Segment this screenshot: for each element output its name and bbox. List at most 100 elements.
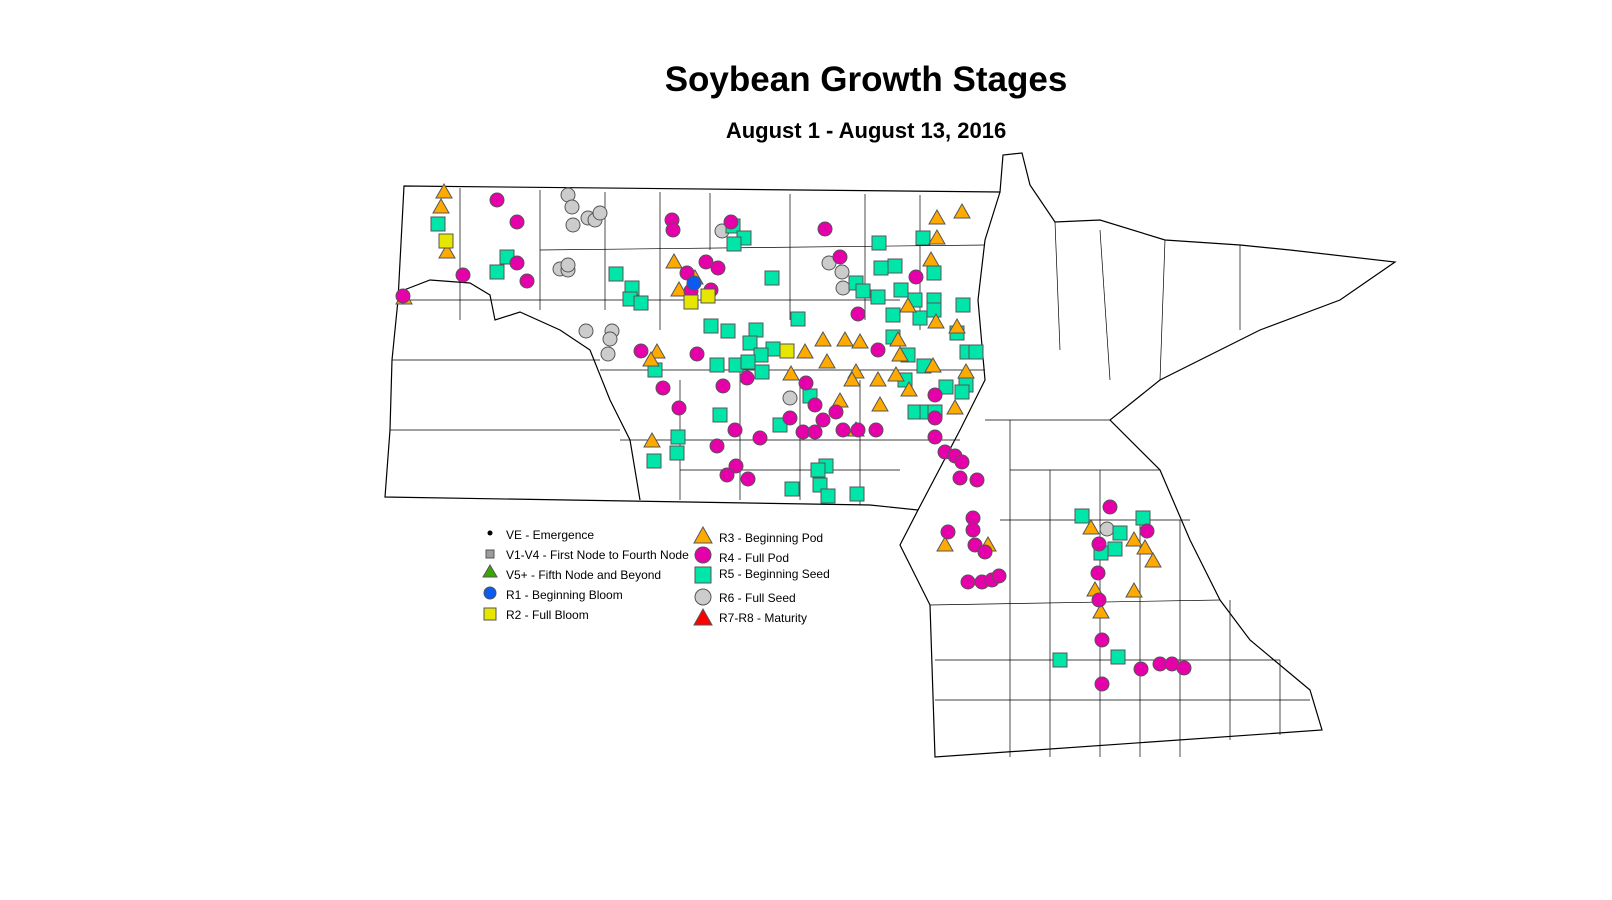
site-marker-r4 <box>1091 592 1107 608</box>
site-marker-r5 <box>955 297 971 313</box>
site-marker-r6 <box>560 257 576 273</box>
site-marker-r5 <box>430 216 446 232</box>
site-marker-r5 <box>712 407 728 423</box>
site-marker-r5 <box>820 488 836 504</box>
site-marker-r5 <box>1074 508 1090 524</box>
site-marker-r4 <box>870 342 886 358</box>
site-marker-r3 <box>922 250 940 267</box>
county-line <box>1099 229 1111 381</box>
legend-symbol-v5+ <box>482 564 498 578</box>
site-marker-r6 <box>782 390 798 406</box>
site-marker-r4 <box>1094 676 1110 692</box>
site-marker-r2 <box>438 233 454 249</box>
state-boundaries <box>384 152 1397 758</box>
site-marker-r5 <box>709 357 725 373</box>
site-marker-r5 <box>870 289 886 305</box>
site-marker-r4 <box>395 288 411 304</box>
county-line <box>1159 239 1166 381</box>
site-marker-r3 <box>889 330 907 347</box>
site-marker-r3 <box>891 345 909 362</box>
state-border <box>917 191 1001 511</box>
site-marker-r4 <box>698 254 714 270</box>
site-marker-r3 <box>1125 530 1143 547</box>
legend-symbol-r3 <box>693 525 713 544</box>
site-marker-r5 <box>871 235 887 251</box>
site-marker-r3 <box>432 197 450 214</box>
site-marker-r5 <box>912 310 928 326</box>
site-marker-r5 <box>855 283 871 299</box>
site-marker-r4 <box>927 429 943 445</box>
site-marker-r5 <box>873 260 889 276</box>
legend-item-r1: R1 - Beginning Bloom <box>506 588 623 602</box>
site-marker-r3 <box>946 398 964 415</box>
legend-item-ve: VE - Emergence <box>506 528 595 542</box>
site-marker-r4 <box>850 422 866 438</box>
legend-symbol-r7-r8 <box>693 607 713 626</box>
legend-symbol-r5 <box>694 566 712 584</box>
site-marker-r5 <box>784 481 800 497</box>
site-marker-r4 <box>689 346 705 362</box>
site-marker-r4 <box>455 267 471 283</box>
site-marker-r3 <box>435 182 453 199</box>
legend-item-r4: R4 - Full Pod <box>719 551 790 565</box>
county-line <box>539 244 986 251</box>
site-marker-r5 <box>489 264 505 280</box>
site-marker-r4 <box>1094 632 1110 648</box>
map-subtitle: August 1 - August 13, 2016 <box>725 118 1007 143</box>
site-marker-r6 <box>578 323 594 339</box>
site-marker-r5 <box>915 230 931 246</box>
legend-item-r3: R3 - Beginning Pod <box>719 531 824 545</box>
site-marker-r3 <box>1125 581 1143 598</box>
site-marker-r3 <box>900 380 918 397</box>
site-marker-r3 <box>928 228 946 245</box>
site-marker-r1 <box>686 275 702 291</box>
legend-symbol-r4 <box>694 546 712 564</box>
site-marker-r5 <box>893 282 909 298</box>
legend-symbol-r2 <box>483 607 497 621</box>
site-marker-r4 <box>817 221 833 237</box>
site-marker-r2 <box>779 343 795 359</box>
site-marker-r5 <box>968 344 984 360</box>
site-marker-r4 <box>1090 565 1106 581</box>
legend-symbol-ve <box>487 530 493 536</box>
site-marker-r3 <box>438 242 456 259</box>
legend-symbol-r1 <box>483 586 497 600</box>
site-marker-r4 <box>815 412 831 428</box>
site-marker-r4 <box>832 249 848 265</box>
site-marker-r4 <box>908 269 924 285</box>
site-marker-r3 <box>927 312 945 329</box>
legend-item-v1-v4: V1-V4 - First Node to Fourth Node <box>506 548 689 562</box>
river <box>403 279 641 501</box>
site-marker-r5 <box>720 323 736 339</box>
site-marker-r6 <box>835 280 851 296</box>
site-marker-r4 <box>509 255 525 271</box>
site-marker-r4 <box>828 404 844 420</box>
site-marker-r6 <box>600 346 616 362</box>
site-marker-r3 <box>869 370 887 387</box>
site-marker-r6 <box>1099 521 1115 537</box>
site-marker-r3 <box>957 362 975 379</box>
site-marker-r4 <box>991 568 1007 584</box>
site-marker-r5 <box>740 354 756 370</box>
site-marker-r5 <box>608 266 624 282</box>
site-marker-r4 <box>489 192 505 208</box>
site-marker-r4 <box>807 424 823 440</box>
site-marker-r5 <box>1110 649 1126 665</box>
site-marker-r5 <box>726 236 742 252</box>
site-marker-r4 <box>940 524 956 540</box>
site-marker-r5 <box>1135 510 1151 526</box>
site-marker-r5 <box>885 307 901 323</box>
map-title: Soybean Growth Stages <box>664 60 1068 99</box>
site-marker-r3 <box>818 352 836 369</box>
legend-symbol-v1-v4 <box>485 549 495 559</box>
site-marker-r6 <box>564 199 580 215</box>
site-marker-r6 <box>834 264 850 280</box>
site-marker-r5 <box>1112 525 1128 541</box>
site-marker-r3 <box>887 365 905 382</box>
legend-item-r2: R2 - Full Bloom <box>506 608 589 622</box>
site-marker-r5 <box>748 322 764 338</box>
site-marker-r4 <box>1139 523 1155 539</box>
site-marker-r4 <box>1176 660 1192 676</box>
legend-item-v5: V5+ - Fifth Node and Beyond <box>506 568 662 582</box>
